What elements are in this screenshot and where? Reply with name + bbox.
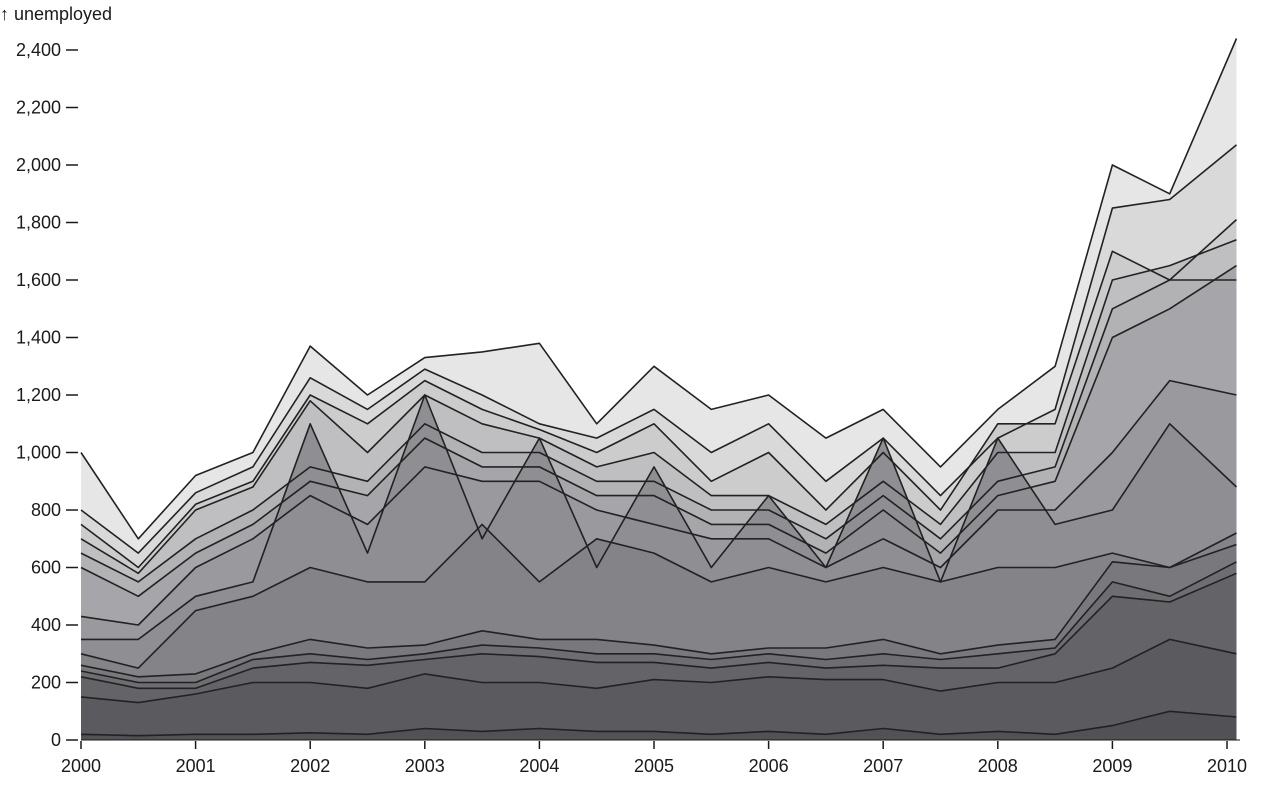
x-tick-label: 2004 bbox=[519, 756, 559, 776]
y-tick-label: 200 bbox=[31, 673, 61, 693]
x-tick-label: 2002 bbox=[290, 756, 330, 776]
series-areas bbox=[81, 38, 1237, 741]
series-lines bbox=[80, 38, 1238, 737]
series-line-11 bbox=[80, 561, 1237, 684]
y-tick-label: 2,000 bbox=[16, 155, 61, 175]
x-tick-label: 2001 bbox=[176, 756, 216, 776]
series-area-14 bbox=[81, 711, 1237, 740]
y-tick-label: 600 bbox=[31, 558, 61, 578]
x-tick-label: 2008 bbox=[978, 756, 1018, 776]
y-tick-label: 1,400 bbox=[16, 328, 61, 348]
series-line-8 bbox=[81, 394, 1238, 641]
series-line-6 bbox=[80, 264, 1237, 598]
x-tick-label: 2003 bbox=[405, 756, 445, 776]
series-line-5 bbox=[80, 279, 1237, 583]
series-line-2 bbox=[80, 144, 1238, 554]
y-axis-title: ↑ unemployed bbox=[0, 4, 112, 24]
series-line-14 bbox=[80, 710, 1237, 737]
y-axis: 0 200 400 600 800 1,000 1,200 1,400 1,600 1,800 2,… bbox=[16, 40, 78, 750]
y-tick-label: 2,400 bbox=[16, 40, 61, 60]
y-tick-label: 1,600 bbox=[16, 270, 61, 290]
x-axis: 2000 2001 2002 2003 2004 2005 2006 2007 2008 2009… bbox=[61, 739, 1247, 776]
series-line-9 bbox=[80, 523, 1237, 669]
x-tick-label: 2000 bbox=[61, 756, 101, 776]
series-line-4 bbox=[80, 239, 1237, 575]
series-line-10 bbox=[80, 543, 1237, 678]
series-line-1 bbox=[80, 38, 1238, 540]
x-tick-label: 2005 bbox=[634, 756, 674, 776]
y-tick-label: 1,200 bbox=[16, 385, 61, 405]
y-tick-label: 0 bbox=[51, 730, 61, 750]
series-line-3 bbox=[80, 219, 1238, 569]
series-line-7 bbox=[80, 379, 1237, 626]
x-tick-label: 2009 bbox=[1092, 756, 1132, 776]
series-area-13 bbox=[81, 639, 1237, 740]
series-line-12 bbox=[80, 572, 1237, 690]
y-tick-label: 2,200 bbox=[16, 98, 61, 118]
y-tick-label: 1,000 bbox=[16, 443, 61, 463]
x-tick-label: 2007 bbox=[863, 756, 903, 776]
x-tick-label: 2006 bbox=[749, 756, 789, 776]
y-tick-label: 800 bbox=[31, 500, 61, 520]
x-tick-label: 2010 bbox=[1207, 756, 1247, 776]
series-line-13 bbox=[80, 638, 1237, 704]
y-tick-label: 1,800 bbox=[16, 213, 61, 233]
y-tick-label: 400 bbox=[31, 615, 61, 635]
